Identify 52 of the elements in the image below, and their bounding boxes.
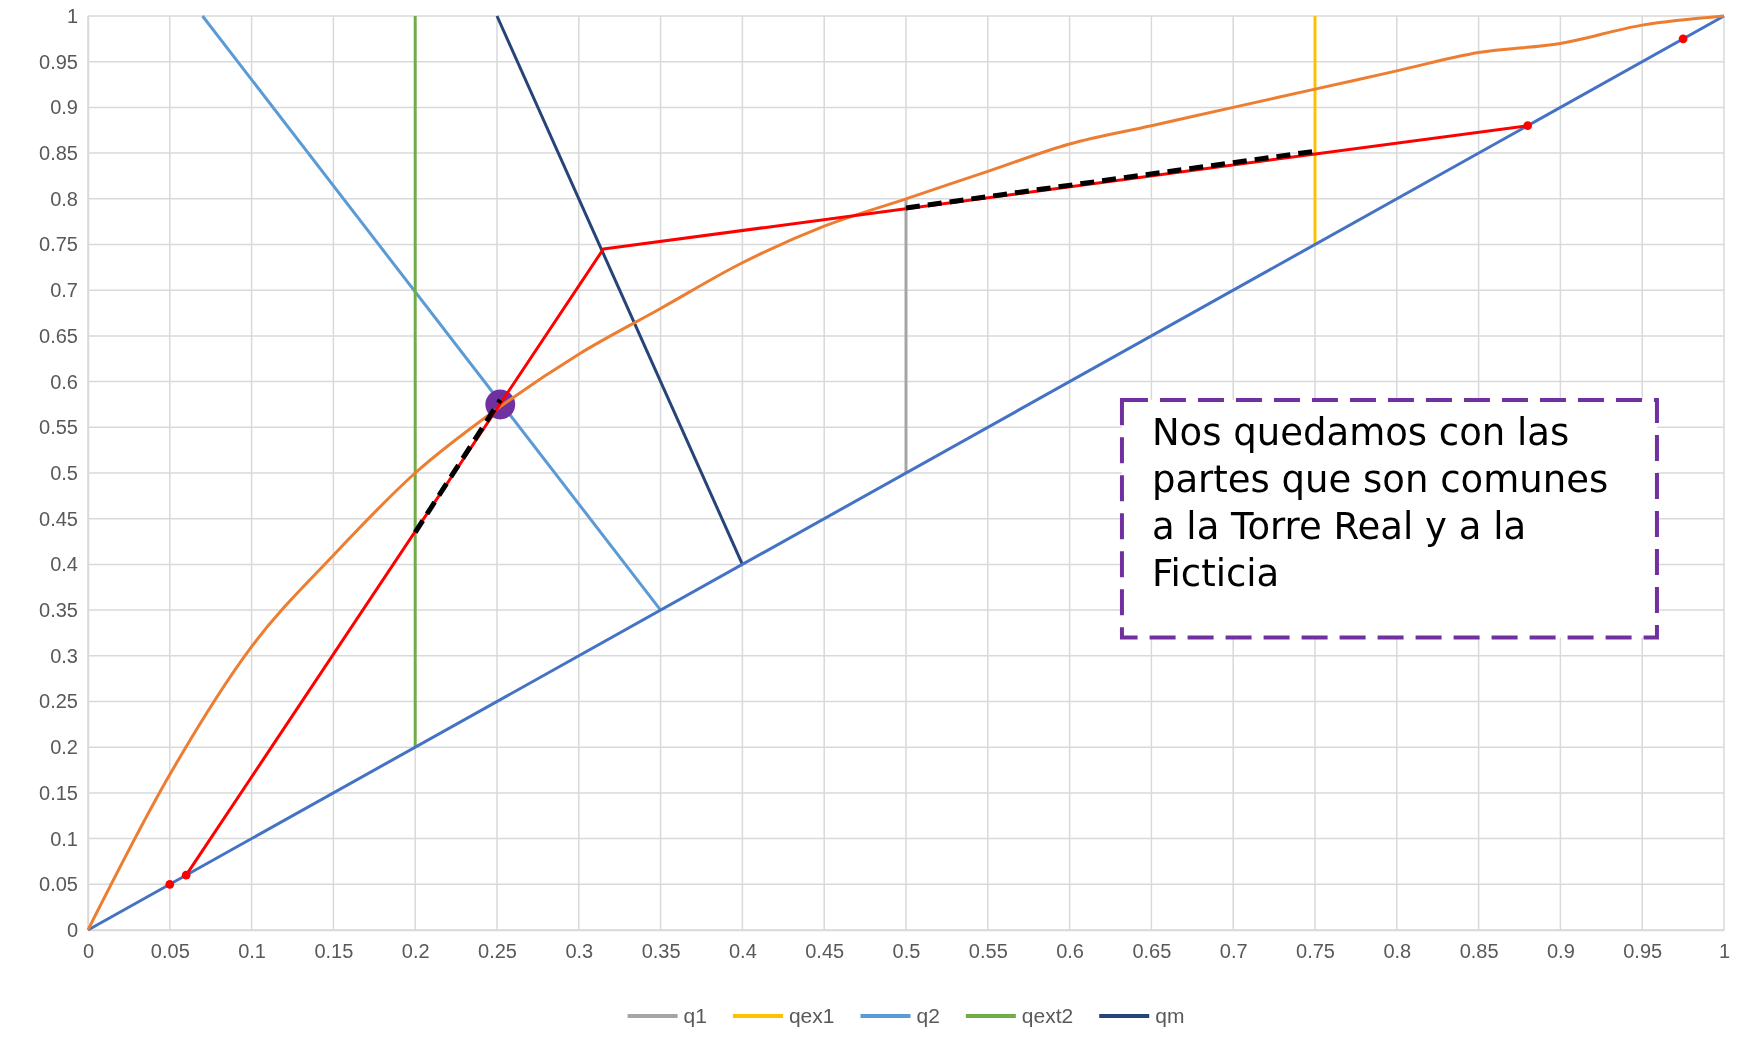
legend-label: qext2 bbox=[1021, 1004, 1074, 1028]
y-tick-label: 0.9 bbox=[50, 96, 78, 119]
x-tick-label: 1 bbox=[1718, 940, 1731, 963]
legend-label: q1 bbox=[683, 1004, 707, 1028]
legend-label: qex1 bbox=[788, 1004, 835, 1028]
x-tick-label: 0.85 bbox=[1459, 940, 1499, 963]
y-tick-label: 0.15 bbox=[39, 781, 78, 804]
point bbox=[1678, 34, 1688, 44]
y-tick-label: 0 bbox=[66, 918, 78, 941]
y-tick-label: 0.8 bbox=[50, 187, 78, 210]
y-tick-label: 0.3 bbox=[50, 644, 78, 667]
x-tick-label: 0.1 bbox=[238, 940, 267, 963]
y-tick-label: 0.75 bbox=[39, 233, 78, 256]
x-tick-label: 0.2 bbox=[401, 940, 430, 963]
x-tick-label: 0.65 bbox=[1132, 940, 1172, 963]
y-tick-label: 0.7 bbox=[50, 279, 78, 302]
x-tick-label: 0.4 bbox=[728, 940, 757, 963]
x-tick-label: 0.35 bbox=[641, 940, 681, 963]
y-tick-label: 0.55 bbox=[39, 416, 78, 439]
annotation: Nos quedamos con las partes que son comunes a la Torre Real y a la Ficticia bbox=[1151, 410, 1609, 595]
y-tick-label: 0.4 bbox=[50, 553, 78, 576]
y-tick-label: 0.5 bbox=[50, 461, 78, 484]
y-tick-label: 0.25 bbox=[39, 690, 78, 713]
y-tick-label: 0.45 bbox=[39, 507, 78, 530]
x-tick-label: 0.25 bbox=[478, 940, 517, 963]
x-tick-label: 0.7 bbox=[1219, 940, 1248, 963]
y-tick-label: 0.2 bbox=[50, 736, 78, 759]
y-tick-label: 0.05 bbox=[39, 873, 78, 896]
x-tick-label: 0.75 bbox=[1296, 940, 1335, 963]
point bbox=[1523, 121, 1533, 131]
y-tick-label: 0.65 bbox=[39, 324, 78, 347]
x-tick-label: 0.45 bbox=[805, 940, 845, 963]
y-tick-label: 0.6 bbox=[50, 370, 78, 393]
point bbox=[181, 870, 191, 880]
x-tick-label: 0.95 bbox=[1623, 940, 1663, 963]
legend-label: qm bbox=[1155, 1004, 1185, 1028]
legend-label: q2 bbox=[916, 1004, 940, 1028]
x-tick-label: 0.6 bbox=[1056, 940, 1085, 963]
y-tick-label: 0.35 bbox=[39, 599, 78, 621]
x-tick-label: 0.15 bbox=[314, 940, 354, 963]
x-tick-label: 0 bbox=[82, 940, 95, 963]
y-tick-label: 0.85 bbox=[39, 142, 78, 164]
point bbox=[165, 879, 175, 889]
x-tick-label: 0.5 bbox=[892, 940, 921, 963]
x-tick-label: 0.3 bbox=[565, 940, 594, 963]
x-tick-label: 0.9 bbox=[1546, 940, 1575, 963]
y-tick-label: 1 bbox=[66, 4, 78, 27]
x-tick-label: 0.05 bbox=[150, 940, 190, 963]
y-tick-label: 0.95 bbox=[39, 50, 78, 73]
y-tick-label: 0.1 bbox=[50, 827, 78, 850]
x-tick-label: 0.55 bbox=[968, 940, 1008, 963]
x-tick-label: 0.8 bbox=[1383, 940, 1412, 963]
